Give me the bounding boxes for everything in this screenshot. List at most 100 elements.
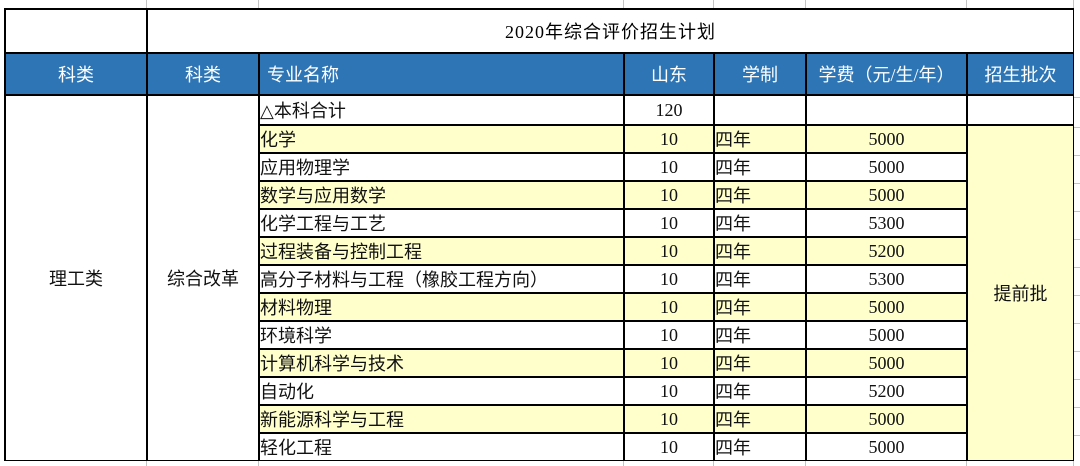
program-name-cell: 化学工程与工艺 bbox=[258, 208, 625, 238]
summary-shandong-total: 120 bbox=[623, 94, 715, 126]
duration-cell: 四年 bbox=[713, 292, 807, 322]
subject-category-cell: 理工类 bbox=[4, 94, 148, 462]
gridline bbox=[805, 0, 806, 8]
header-shandong-quota: 山东 bbox=[623, 52, 715, 96]
duration-cell: 四年 bbox=[713, 264, 807, 294]
shandong-quota-cell: 10 bbox=[623, 180, 715, 210]
program-name-cell: 计算机科学与技术 bbox=[258, 348, 625, 378]
duration-cell: 四年 bbox=[713, 124, 807, 154]
duration-cell: 四年 bbox=[713, 432, 807, 462]
header-program-name: 专业名称 bbox=[258, 52, 625, 96]
gridline bbox=[1074, 155, 1080, 156]
shandong-quota-cell: 10 bbox=[623, 376, 715, 406]
gridline bbox=[623, 461, 624, 466]
program-name-cell: 应用物理学 bbox=[258, 152, 625, 182]
duration-cell: 四年 bbox=[713, 404, 807, 434]
header-duration: 学制 bbox=[713, 52, 807, 96]
tuition-cell: 5000 bbox=[805, 152, 968, 182]
table-row: 计算机科学与技术 10 四年 5000 bbox=[5, 348, 1074, 378]
tuition-cell: 5000 bbox=[805, 320, 968, 350]
gridline bbox=[1074, 295, 1080, 296]
exam-mode-cell: 综合改革 bbox=[146, 94, 260, 462]
duration-cell: 四年 bbox=[713, 208, 807, 238]
tuition-cell: 5000 bbox=[805, 180, 968, 210]
program-name-cell: 自动化 bbox=[258, 376, 625, 406]
tuition-cell: 5300 bbox=[805, 264, 968, 294]
program-name-cell: 化学 bbox=[258, 124, 625, 154]
summary-program-name: △本科合计 bbox=[258, 94, 625, 126]
table-row: 数学与应用数学 10 四年 5000 bbox=[5, 180, 1074, 210]
program-name-cell: 新能源科学与工程 bbox=[258, 404, 625, 434]
gridline bbox=[713, 0, 714, 8]
duration-cell: 四年 bbox=[713, 180, 807, 210]
table-row: 轻化工程 10 四年 5000 bbox=[5, 432, 1074, 462]
duration-cell: 四年 bbox=[713, 320, 807, 350]
gridline bbox=[713, 461, 714, 466]
header-subject-category: 科类 bbox=[4, 52, 148, 96]
table-row: 应用物理学 10 四年 5000 bbox=[5, 152, 1074, 182]
table-row: 化学 10 四年 5000 提前批 bbox=[5, 124, 1075, 462]
duration-cell: 四年 bbox=[713, 236, 807, 266]
gridline bbox=[1074, 435, 1080, 436]
gridline bbox=[1074, 183, 1080, 184]
duration-cell: 四年 bbox=[713, 152, 807, 182]
cropped-gridline-strip-right bbox=[1074, 8, 1080, 464]
tuition-cell: 5000 bbox=[805, 404, 968, 434]
gridline bbox=[1073, 461, 1074, 466]
gridline bbox=[1074, 211, 1080, 212]
page-title: 2020年综合评价招生计划 bbox=[146, 8, 1075, 54]
shandong-quota-cell: 10 bbox=[623, 208, 715, 238]
program-name-cell: 高分子材料与工程（橡胶工程方向） bbox=[258, 264, 625, 294]
summary-duration-cell bbox=[713, 94, 807, 126]
admission-batch-cell: 提前批 bbox=[966, 124, 1075, 462]
gridline bbox=[146, 461, 147, 466]
gridline bbox=[146, 0, 147, 8]
shandong-quota-cell: 10 bbox=[623, 236, 715, 266]
header-tuition: 学费（元/生/年） bbox=[805, 52, 968, 96]
tuition-cell: 5000 bbox=[805, 348, 968, 378]
header-subject-category-2: 科类 bbox=[146, 52, 260, 96]
admission-plan-table: 2020年综合评价招生计划 科类 科类 专业名称 山东 学制 学费（元/生/年）… bbox=[4, 8, 1075, 462]
gridline bbox=[1074, 97, 1080, 98]
program-name-cell: 环境科学 bbox=[258, 320, 625, 350]
gridline bbox=[1073, 0, 1074, 8]
cropped-gridline-strip-top bbox=[0, 0, 1080, 8]
shandong-quota-cell: 10 bbox=[623, 292, 715, 322]
tuition-cell: 5000 bbox=[805, 124, 968, 154]
shandong-quota-cell: 10 bbox=[623, 404, 715, 434]
summary-row: 理工类 综合改革 △本科合计 120 bbox=[4, 94, 1075, 462]
table-row: 环境科学 10 四年 5000 bbox=[5, 320, 1074, 350]
gridline bbox=[1074, 323, 1080, 324]
gridline bbox=[258, 461, 259, 466]
shandong-quota-cell: 10 bbox=[623, 348, 715, 378]
tuition-cell: 5200 bbox=[805, 236, 968, 266]
gridline bbox=[1074, 267, 1080, 268]
shandong-quota-cell: 10 bbox=[623, 320, 715, 350]
table-row: 过程装备与控制工程 10 四年 5200 bbox=[5, 236, 1074, 266]
program-name-cell: 数学与应用数学 bbox=[258, 180, 625, 210]
gridline bbox=[1074, 407, 1080, 408]
summary-batch-cell bbox=[966, 94, 1075, 126]
summary-tuition-cell bbox=[805, 94, 968, 126]
gridline bbox=[966, 461, 967, 466]
shandong-quota-cell: 10 bbox=[623, 264, 715, 294]
table-row: 新能源科学与工程 10 四年 5000 bbox=[5, 404, 1074, 434]
gridline bbox=[1074, 351, 1080, 352]
gridline bbox=[1074, 239, 1080, 240]
tuition-cell: 5300 bbox=[805, 208, 968, 238]
shandong-quota-cell: 10 bbox=[623, 124, 715, 154]
table-row: 高分子材料与工程（橡胶工程方向） 10 四年 5300 bbox=[5, 264, 1074, 294]
program-name-cell: 材料物理 bbox=[258, 292, 625, 322]
shandong-quota-cell: 10 bbox=[623, 432, 715, 462]
gridline bbox=[1074, 379, 1080, 380]
gridline bbox=[1074, 127, 1080, 128]
tuition-cell: 5000 bbox=[805, 432, 968, 462]
gridline bbox=[623, 0, 624, 8]
table-row: 化学工程与工艺 10 四年 5300 bbox=[5, 208, 1074, 238]
gridline bbox=[966, 0, 967, 8]
table-row: 材料物理 10 四年 5000 bbox=[5, 292, 1074, 322]
gridline bbox=[805, 461, 806, 466]
duration-cell: 四年 bbox=[713, 376, 807, 406]
program-name-cell: 过程装备与控制工程 bbox=[258, 236, 625, 266]
title-row-empty-cell bbox=[4, 8, 148, 54]
